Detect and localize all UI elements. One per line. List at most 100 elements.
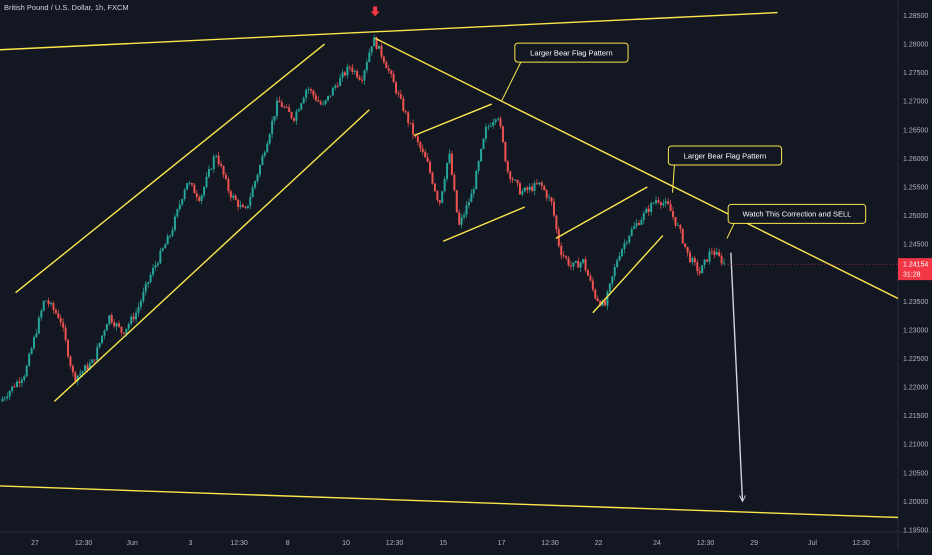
candles-group (1, 34, 726, 402)
upper-resistance-line[interactable] (0, 11, 778, 51)
time-tick-label: 12:30 (852, 540, 870, 547)
candle-body (616, 260, 619, 267)
candle-body (266, 143, 269, 153)
candle-body (42, 300, 45, 311)
callout-box[interactable] (514, 42, 629, 63)
candle-body (1, 398, 4, 402)
callout-box[interactable] (727, 203, 867, 224)
candle-body (375, 37, 378, 49)
candle-body (540, 182, 543, 186)
candle-body (96, 347, 99, 361)
candle-body (589, 275, 592, 281)
candle-body (543, 185, 546, 191)
flag1-lower-line[interactable] (442, 206, 526, 242)
candle-body (113, 322, 116, 327)
callout-text: Larger Bear Flag Pattern (684, 151, 767, 160)
candle-body (122, 332, 125, 334)
flag2-lower-line[interactable] (592, 235, 664, 314)
channel-lower-line[interactable] (53, 109, 370, 402)
candle-body (458, 212, 461, 225)
candle-body (98, 342, 101, 348)
candle-body (353, 70, 356, 72)
candle-body (655, 200, 658, 204)
candle-body (387, 68, 390, 71)
candle-body (698, 271, 701, 274)
candle-body (701, 265, 704, 274)
candle-body (681, 228, 684, 244)
bottom-support-line[interactable] (0, 485, 899, 519)
candle-body (582, 259, 585, 263)
candle-body (402, 98, 405, 112)
candle-body (127, 323, 130, 329)
candle-body (190, 182, 193, 185)
projection-arrow[interactable] (730, 252, 744, 502)
candle-body (475, 170, 478, 190)
candle-body (28, 354, 31, 366)
candle-body (305, 89, 308, 98)
candle-body (516, 179, 519, 184)
candle-body (256, 174, 259, 182)
candle-body (679, 225, 682, 229)
candle-body (652, 203, 655, 204)
candle-body (368, 52, 371, 63)
candle-body (59, 318, 62, 323)
candle-body (421, 148, 424, 152)
candle-body (373, 37, 376, 47)
candle-body (361, 79, 364, 81)
candle-body (438, 200, 441, 203)
candle-body (684, 243, 687, 247)
candle-body (57, 313, 60, 319)
candle-body (370, 46, 373, 53)
candle-body (37, 317, 40, 334)
candle-body (67, 340, 70, 357)
candle-body (351, 67, 354, 72)
candle-body (647, 208, 650, 212)
candle-body (560, 245, 563, 256)
time-tick-label: 12:30 (386, 540, 404, 547)
candle-body (329, 95, 332, 97)
candle-body (460, 217, 463, 225)
candle-body (251, 187, 254, 198)
candle-body (633, 226, 636, 229)
candle-body (397, 92, 400, 95)
candle-body (662, 203, 665, 206)
candle-body (467, 202, 470, 206)
candle-body (548, 197, 551, 199)
time-tick-label: 24 (653, 540, 661, 547)
candle-body (220, 163, 223, 167)
price-tick-label: 1.19500 (903, 528, 928, 535)
candle-body (237, 199, 240, 207)
candle-body (334, 85, 337, 88)
candle-body (205, 176, 208, 188)
candle-body (659, 202, 662, 206)
time-tick-label: Jul (808, 540, 817, 547)
candle-body (239, 205, 242, 207)
candle-body (229, 191, 232, 198)
descending-trendline[interactable] (374, 37, 899, 300)
candle-body (93, 359, 96, 361)
candle-body (302, 97, 305, 104)
candle-body (482, 138, 485, 149)
time-axis: 27 12:30 Jun 3 12:30 8 10 12:30 15 17 12:30 22 24 12:… (31, 540, 870, 547)
candle-body (268, 134, 271, 144)
price-tick-label: 1.28500 (903, 13, 928, 20)
callout-box[interactable] (667, 145, 783, 166)
candle-body (363, 70, 366, 81)
candle-body (489, 125, 492, 127)
channel-upper-line[interactable] (15, 43, 326, 294)
candle-body (40, 310, 43, 318)
candle-body (497, 118, 500, 120)
candle-body (292, 118, 295, 121)
flag2-upper-line[interactable] (555, 186, 648, 240)
price-tick-label: 1.21500 (903, 413, 928, 420)
candle-body (135, 312, 138, 320)
flag1-upper-line[interactable] (413, 103, 493, 137)
candle-body (120, 326, 123, 333)
time-tick-label: 10 (342, 540, 350, 547)
candle-body (156, 263, 159, 266)
candle-body (212, 156, 215, 169)
candle-body (416, 136, 419, 143)
candle-body (271, 120, 274, 135)
